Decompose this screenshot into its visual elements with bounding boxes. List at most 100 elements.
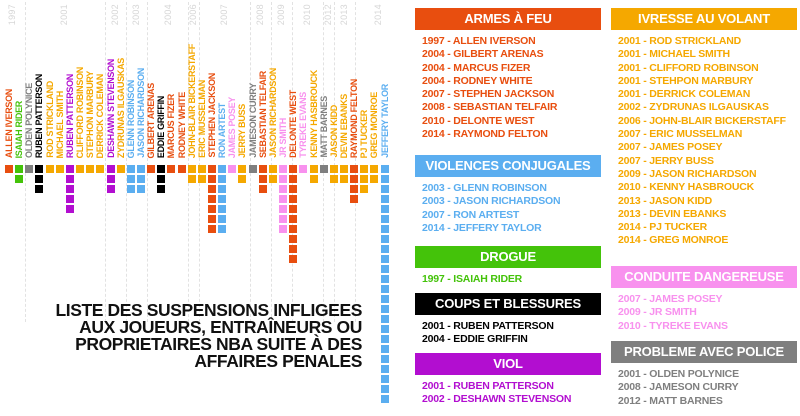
player-name-text: MICHAEL SMITH bbox=[54, 90, 65, 158]
player-name-text: DEVIN EBANKS bbox=[338, 93, 349, 158]
legend-item: 2006 - JOHN-BLAIR BICKERSTAFF bbox=[618, 114, 786, 127]
suspension-square bbox=[218, 175, 227, 183]
player-name: RAYMOND FELTON bbox=[349, 40, 359, 158]
suspension-square bbox=[208, 185, 216, 193]
year-label-text: 1997 bbox=[7, 4, 17, 26]
suspension-square bbox=[208, 225, 216, 233]
legend-item: 2010 - DELONTE WEST bbox=[422, 114, 535, 127]
legend-panel-drogue: DROGUE 1997 - ISAIAH RIDER bbox=[415, 246, 601, 286]
suspension-square bbox=[380, 365, 389, 373]
suspension-square bbox=[218, 205, 227, 213]
player-name-text: DELONTE WEST bbox=[288, 90, 299, 158]
year-divider bbox=[105, 2, 106, 322]
suspension-square bbox=[289, 235, 298, 243]
suspension-square bbox=[5, 165, 13, 173]
legend-item: 2007 - ERIC MUSSELMAN bbox=[618, 128, 743, 141]
chart-title-line: PROPRIETAIRES NBA SUITE À DES bbox=[75, 334, 362, 354]
year-divider bbox=[323, 2, 324, 322]
suspension-square bbox=[380, 215, 389, 223]
suspension-square bbox=[360, 175, 369, 183]
legend-item: 1997 - ISAIAH RIDER bbox=[422, 273, 523, 285]
legend-list: 2007 - JAMES POSEY 2009 - JR SMITH 2010 - … bbox=[611, 293, 797, 333]
suspension-square bbox=[258, 185, 267, 193]
player-name-text: RUBEN PATTERSON bbox=[34, 73, 45, 158]
suspension-square bbox=[218, 215, 227, 223]
player-name: RUBEN PATTERSON bbox=[34, 40, 45, 158]
year-label: 2009 bbox=[274, 4, 288, 44]
player-name-text: JAMESON CURRY bbox=[247, 83, 258, 158]
legend-list: 2001 - OLDEN POLYNICE 2008 - JAMESON CURR… bbox=[611, 368, 797, 408]
suspension-square bbox=[279, 215, 288, 223]
legend-item: 2007 - JAMES POSEY bbox=[618, 293, 723, 305]
suspension-square bbox=[279, 195, 288, 203]
player-name: STEPHEN JACKSON bbox=[207, 40, 217, 158]
player-name-text: GREG MONROE bbox=[369, 91, 380, 158]
player-name: SEBASTIAN TELFAIR bbox=[258, 40, 268, 158]
chart-title-line: AFFAIRES PENALES bbox=[194, 351, 362, 371]
player-name-text: EDDIE GRIFFIN bbox=[156, 95, 167, 158]
player-name-text: JR SMITH bbox=[278, 118, 289, 158]
player-name-text: STEPHEN JACKSON bbox=[207, 73, 217, 158]
suspension-square bbox=[65, 195, 74, 203]
suspension-square bbox=[35, 175, 44, 183]
legend-panel-viol: VIOL 2001 - RUBEN PATTERSON 2002 - DESHAWN… bbox=[415, 353, 601, 407]
year-divider bbox=[271, 2, 272, 322]
player-name-text: STEPHON MARBURY bbox=[85, 70, 96, 158]
suspension-square bbox=[370, 165, 379, 173]
suspension-square bbox=[106, 165, 115, 173]
legend-item: 2003 - JASON RICHARDSON bbox=[422, 195, 561, 208]
suspension-square bbox=[208, 215, 216, 223]
player-name: JEFFERY TAYLOR bbox=[380, 40, 390, 158]
suspension-square bbox=[289, 225, 298, 233]
legend-item: 2004 - RODNEY WHITE bbox=[422, 74, 533, 87]
suspension-square bbox=[147, 165, 156, 173]
year-label: 1997 bbox=[5, 4, 19, 44]
player-name: JR SMITH bbox=[278, 40, 289, 158]
suspension-square bbox=[65, 185, 74, 193]
year-label: 2001 bbox=[57, 4, 71, 44]
legend-item: 2002 - ZYDRUNAS ILGAUSKAS bbox=[618, 101, 769, 114]
legend-item: 2002 - DESHAWN STEVENSON bbox=[422, 393, 572, 406]
legend-item: 2010 - TYREKE EVANS bbox=[618, 319, 728, 332]
legend-panel-armes: ARMES À FEU 1997 - ALLEN IVERSON 2004 - GI… bbox=[415, 8, 601, 141]
year-divider bbox=[292, 2, 293, 322]
suspension-square bbox=[96, 165, 105, 173]
year-label-text: 2013 bbox=[339, 4, 349, 26]
player-name: RUBEN PATTERSON bbox=[65, 40, 75, 158]
suspension-square bbox=[350, 195, 359, 203]
suspension-square bbox=[258, 175, 267, 183]
legend-item: 2001 - OLDEN POLYNICE bbox=[618, 368, 739, 380]
legend-list: 2001 - RUBEN PATTERSON 2004 - EDDIE GRIFF… bbox=[415, 320, 601, 347]
suspension-square bbox=[289, 185, 298, 193]
year-label-text: 2008 bbox=[255, 4, 265, 26]
suspension-square bbox=[380, 175, 389, 183]
player-name: OLDEN POLYNICE bbox=[24, 40, 34, 158]
player-name: MICHAEL SMITH bbox=[54, 40, 65, 158]
suspension-square bbox=[136, 165, 145, 173]
year-label: 2002 bbox=[108, 4, 122, 44]
legend-list: 2003 - GLENN ROBINSON 2003 - JASON RICHAR… bbox=[415, 182, 601, 235]
player-name: JASON KIDD bbox=[329, 40, 339, 158]
player-name: JASON RICHARDSON bbox=[136, 40, 146, 158]
legend-item: 2004 - MARCUS FIZER bbox=[422, 61, 531, 74]
suspension-square bbox=[197, 175, 206, 183]
suspension-square bbox=[319, 165, 328, 173]
year-label-text: 2012 bbox=[323, 4, 333, 26]
legend-item: 2001 - RUBEN PATTERSON bbox=[422, 320, 554, 332]
suspension-square bbox=[380, 315, 389, 323]
player-name: ERIC MUSSELMAN bbox=[197, 40, 207, 158]
suspension-square bbox=[228, 165, 237, 173]
player-name: CLIFFORD ROBINSON bbox=[75, 40, 85, 158]
player-name-text: JERRY BUSS bbox=[237, 103, 248, 158]
year-label-text: 2006 bbox=[188, 4, 198, 26]
suspension-square bbox=[248, 165, 257, 173]
legend-item: 2010 - KENNY HASBROUCK bbox=[618, 181, 755, 194]
legend-header: VIOLENCES CONJUGALES bbox=[415, 155, 601, 177]
legend-item: 2014 - JEFFERY TAYLOR bbox=[422, 221, 542, 234]
suspension-square bbox=[380, 275, 389, 283]
player-name-text: JASON RICHARDSON bbox=[267, 68, 278, 158]
player-name: PJ TUCKER bbox=[359, 40, 369, 158]
legend-item: 2007 - RON ARTEST bbox=[422, 208, 520, 221]
year-label-text: 2004 bbox=[163, 4, 173, 26]
legend-item: 2007 - JAMES POSEY bbox=[618, 141, 723, 154]
